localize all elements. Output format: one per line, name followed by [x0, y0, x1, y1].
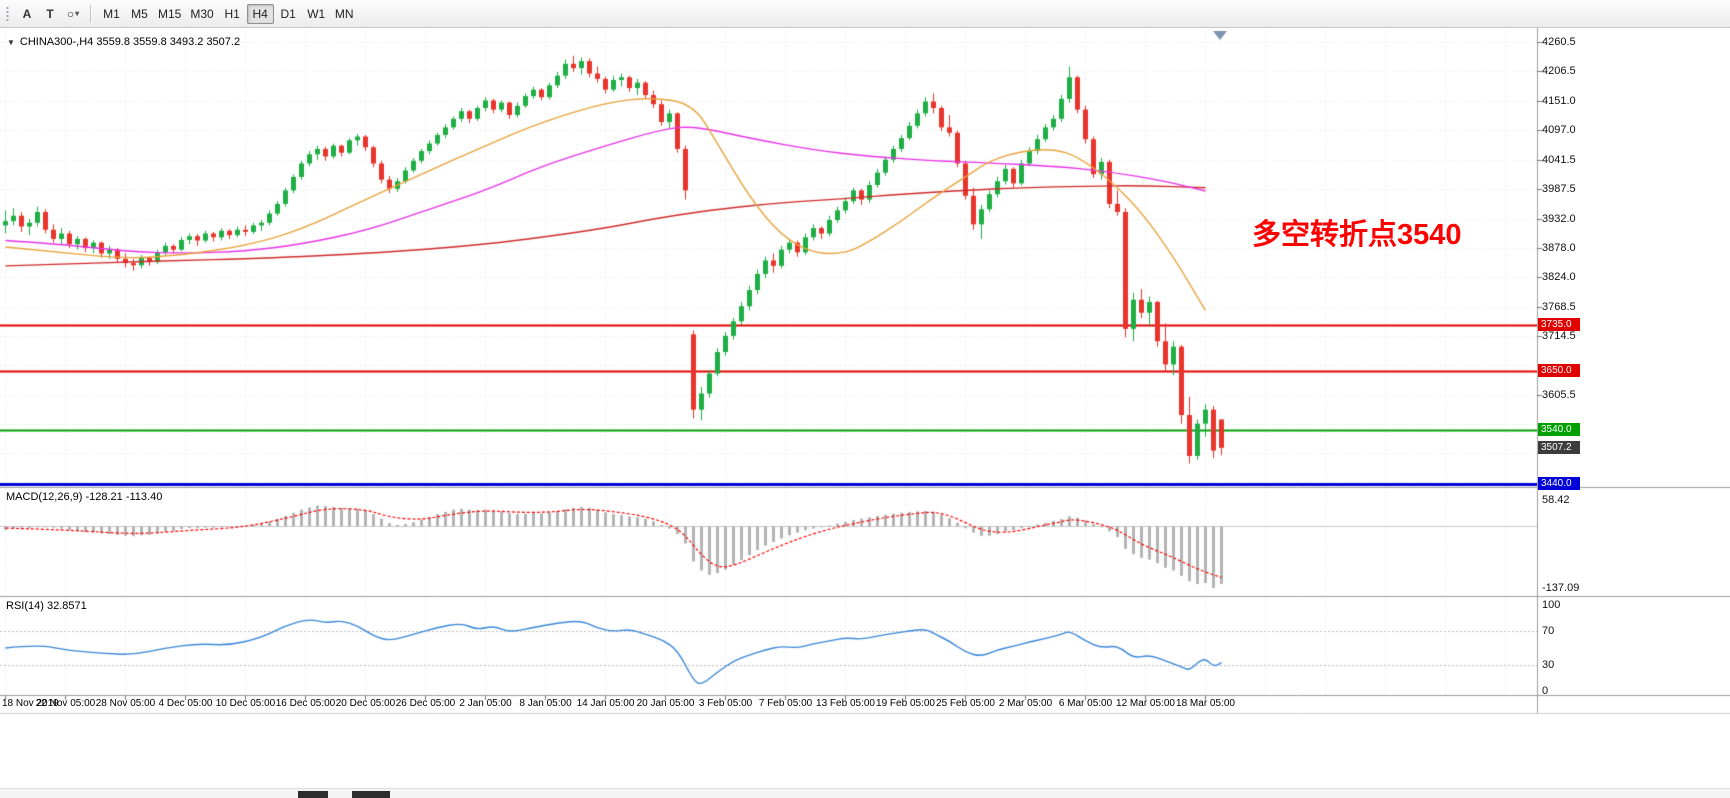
- price-axis-label: 4041.5: [1542, 153, 1576, 166]
- taskbar-strip: [0, 788, 1730, 798]
- timeframe-button-m1[interactable]: M1: [98, 4, 125, 24]
- toolbar: A T ○ ▾ M1 M5 M15 M30 H1 H4 D1 W1 MN: [0, 0, 1730, 28]
- rsi-axis-label: 70: [1542, 624, 1555, 637]
- timeframe-button-w1[interactable]: W1: [303, 4, 330, 24]
- taskbar-item[interactable]: [352, 791, 390, 798]
- toolbar-separator: [90, 4, 92, 23]
- price-axis-label: 4206.5: [1542, 65, 1576, 78]
- timeframe-button-h4[interactable]: H4: [246, 3, 274, 24]
- chart-title-text: CHINA300-,H4 3559.8 3559.8 3493.2 3507.2: [19, 36, 241, 48]
- price-axis-label: 3824.0: [1542, 271, 1576, 284]
- chart-title: ▼ CHINA300-,H4 3559.8 3559.8 3493.2 3507.…: [7, 36, 240, 48]
- price-badge: 3440.0: [1538, 477, 1580, 490]
- price-axis-label: 3768.5: [1542, 301, 1576, 314]
- chevron-down-icon: ▾: [75, 9, 80, 18]
- time-axis-label: 4 Dec 05:00: [158, 698, 213, 709]
- time-axis-label: 2 Jan 05:00: [459, 698, 512, 709]
- time-axis-label: 7 Feb 05:00: [758, 698, 813, 709]
- macd-header: MACD(12,26,9) -128.21 -113.40: [6, 491, 163, 503]
- time-axis-label: 26 Dec 05:00: [395, 698, 456, 709]
- time-axis-label: 12 Mar 05:00: [1116, 698, 1175, 709]
- price-axis-label: 3932.0: [1542, 212, 1576, 225]
- ellipse-icon: ○: [66, 6, 75, 21]
- price-axis-label: 3987.5: [1542, 183, 1576, 196]
- price-badge: 3650.0: [1538, 363, 1580, 377]
- one-click-trading-icon[interactable]: ▼: [7, 38, 15, 47]
- timeframe-button-h1[interactable]: H1: [219, 4, 246, 24]
- time-axis-label: 18 Nov 2019: [2, 698, 59, 709]
- time-axis[interactable]: 18 Nov 2019 22 Nov 05:00 28 Nov 05:00 4 Dec…: [0, 696, 1537, 713]
- price-badge: 3540.0: [1538, 423, 1580, 437]
- time-axis-label: 2 Mar 05:00: [998, 698, 1053, 709]
- price-axis-label: 3605.5: [1542, 388, 1576, 401]
- time-axis-label: 8 Jan 05:00: [519, 698, 572, 709]
- macd-axis-label: 58.42: [1542, 494, 1570, 506]
- timeframe-button-mn[interactable]: MN: [331, 4, 358, 24]
- timeframe-button-m30[interactable]: M30: [186, 4, 217, 24]
- timeframe-button-m5[interactable]: M5: [126, 4, 153, 24]
- time-axis-label: 13 Feb 05:00: [816, 698, 875, 709]
- price-axis-label: 4097.0: [1542, 124, 1576, 137]
- time-axis-label: 6 Mar 05:00: [1058, 698, 1113, 709]
- price-axis-label: 4151.0: [1542, 94, 1576, 107]
- time-axis-label: 25 Feb 05:00: [936, 698, 995, 709]
- text-label-tool-button[interactable]: A: [16, 4, 38, 24]
- time-axis-label: 16 Dec 05:00: [275, 698, 336, 709]
- text-cursor-tool-button[interactable]: T: [39, 4, 61, 24]
- timeframe-button-d1[interactable]: D1: [275, 4, 302, 24]
- rsi-axis-label: 100: [1542, 599, 1561, 611]
- taskbar-item[interactable]: [298, 791, 328, 798]
- toolbar-grip[interactable]: [5, 5, 10, 22]
- time-axis-label: 19 Feb 05:00: [876, 698, 935, 709]
- rsi-axis-label: 0: [1542, 685, 1549, 697]
- price-badge: 3507.2: [1538, 440, 1580, 454]
- rsi-header: RSI(14) 32.8571: [6, 600, 87, 612]
- rsi-axis-label: 30: [1542, 659, 1555, 672]
- time-axis-label: 20 Jan 05:00: [636, 698, 695, 709]
- time-axis-label: 22 Nov 05:00: [35, 698, 96, 709]
- time-axis-label: 18 Mar 05:00: [1176, 698, 1235, 709]
- chart-annotation-text[interactable]: 多空转折点3540: [1252, 219, 1462, 251]
- price-axis-label: 4260.5: [1542, 36, 1576, 48]
- time-axis-label: 28 Nov 05:00: [95, 698, 156, 709]
- time-axis-label: 10 Dec 05:00: [215, 698, 276, 709]
- timeframe-button-m15[interactable]: M15: [154, 4, 185, 24]
- macd-axis-label: -137.09: [1542, 582, 1580, 594]
- time-axis-label: 20 Dec 05:00: [335, 698, 396, 709]
- price-axis-label: 3714.5: [1542, 330, 1576, 343]
- price-axis-label: 3878.0: [1542, 242, 1576, 255]
- price-axis[interactable]: 4260.5 4206.5 4151.0 4097.0 4041.5 3987.5 3932…: [1537, 28, 1730, 714]
- time-axis-label: 14 Jan 05:00: [576, 698, 635, 709]
- price-badge: 3735.0: [1538, 318, 1580, 332]
- shapes-tool-button[interactable]: ○ ▾: [62, 4, 84, 24]
- time-axis-label: 3 Feb 05:00: [698, 698, 753, 709]
